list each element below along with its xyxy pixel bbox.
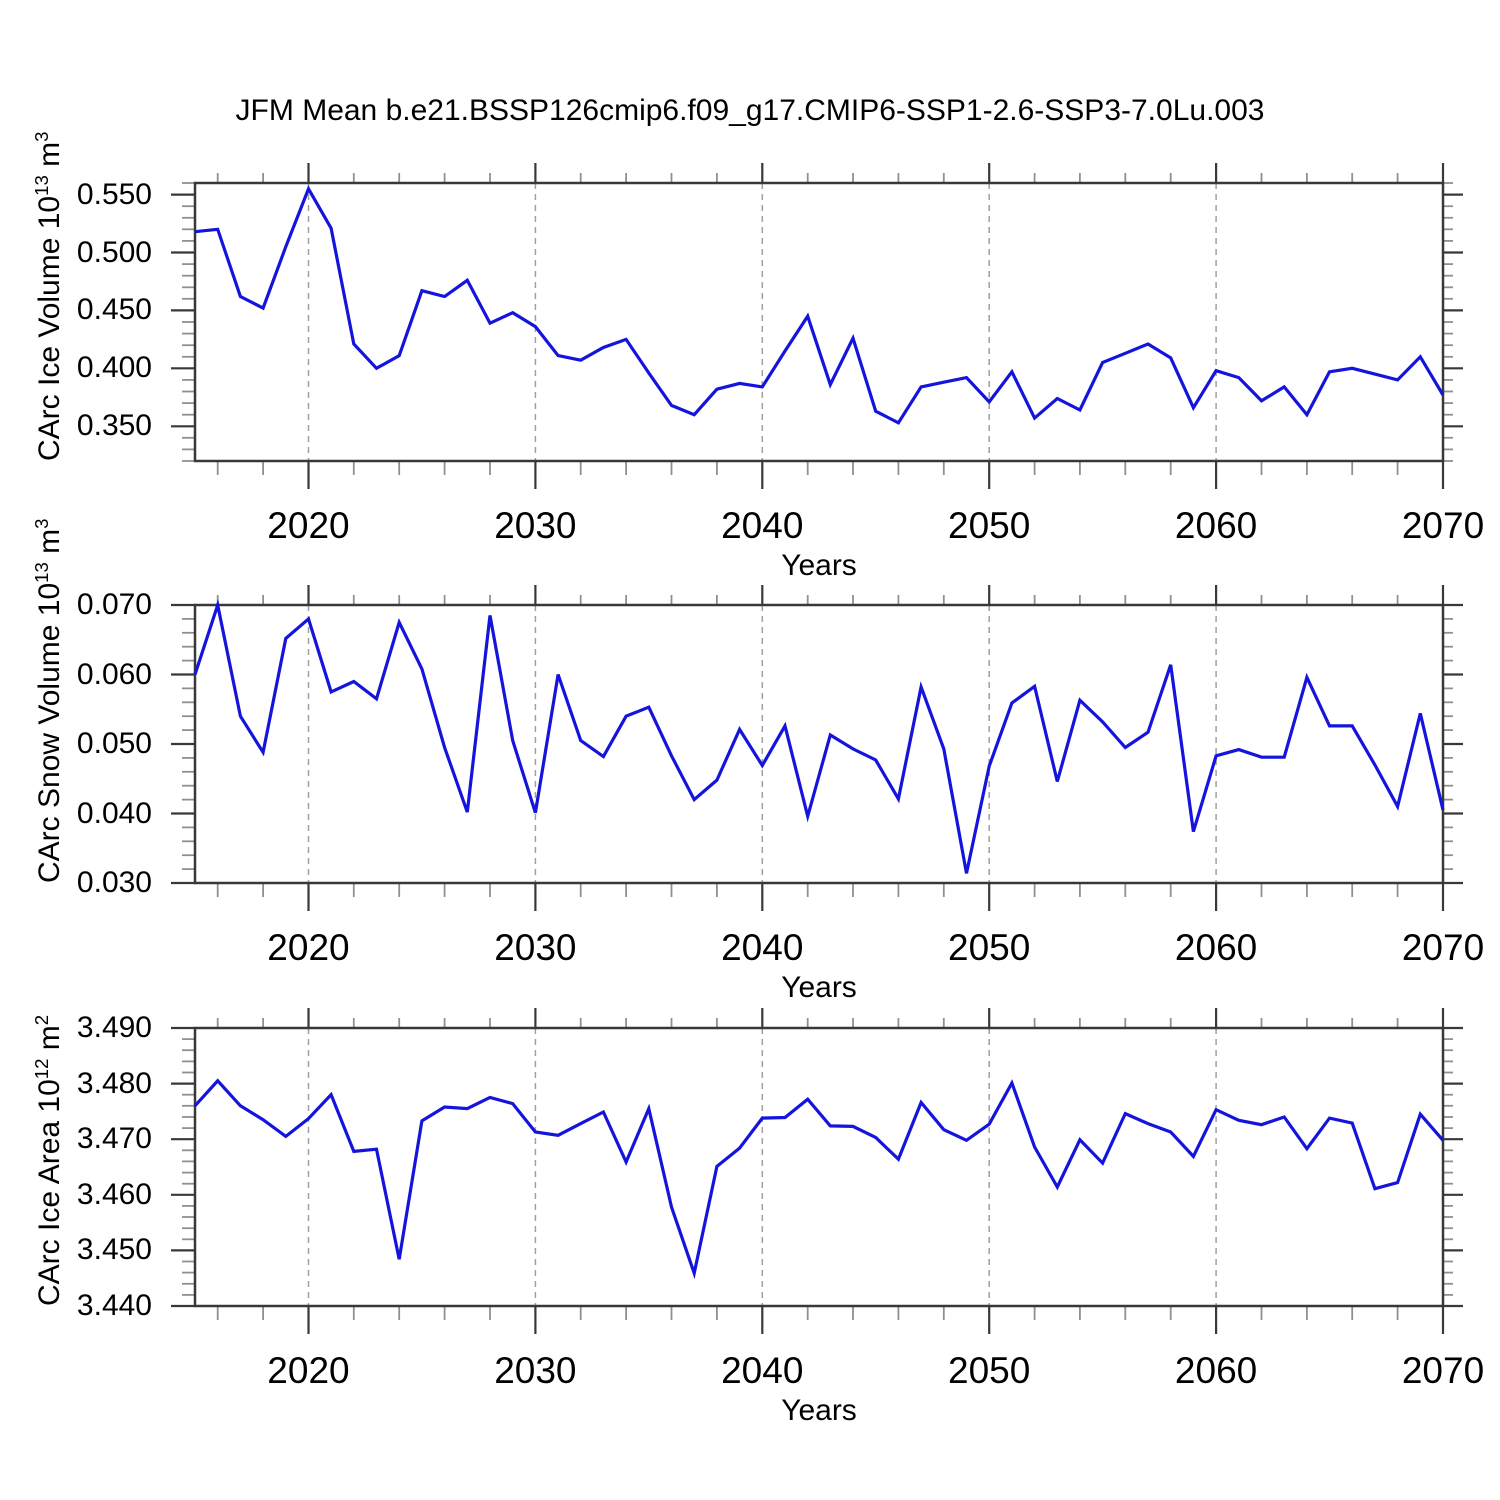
y-tick-label: 0.040 <box>76 796 152 830</box>
x-tick-label: 2050 <box>948 1350 1031 1391</box>
x-tick-label: 2020 <box>267 1350 350 1391</box>
x-tick-label: 2060 <box>1174 1350 1258 1391</box>
x-tick-label: 2060 <box>1174 927 1258 968</box>
y-tick-label: 3.450 <box>76 1233 152 1267</box>
x-tick-label: 2060 <box>1174 505 1258 546</box>
x-tick-label: 2020 <box>267 505 350 546</box>
x-tick-label: 2030 <box>494 1350 577 1391</box>
x-tick-label: 2040 <box>721 1350 804 1391</box>
y-tick-label: 0.500 <box>76 235 152 269</box>
y-tick-label: 0.350 <box>76 409 152 443</box>
x-tick-label: 2070 <box>1401 927 1485 968</box>
ice-area-plot <box>171 1008 1463 1334</box>
x-tick-label: 2070 <box>1401 505 1485 546</box>
x-tick-label: 2050 <box>948 927 1031 968</box>
ice-volume-plot <box>171 163 1463 489</box>
carc-ice-volume-10-series-line <box>194 185 1445 425</box>
x-tick-label: 2040 <box>721 505 804 546</box>
carc-ice-area-10-series-line <box>193 1078 1445 1280</box>
figure-title: JFM Mean b.e21.BSSP126cmip6.f09_g17.CMIP… <box>235 94 1265 127</box>
y-tick-label: 0.030 <box>76 866 152 899</box>
x-tick-label: 2050 <box>948 505 1031 546</box>
y-tick-label: 3.460 <box>76 1177 152 1211</box>
y-tick-label: 0.050 <box>76 727 152 760</box>
x-tick-label: 2020 <box>267 927 350 968</box>
y-tick-label: 3.470 <box>76 1122 152 1156</box>
x-tick-label: 2040 <box>721 927 804 968</box>
y-tick-label: 0.550 <box>76 177 152 211</box>
snow-volume-plot <box>171 585 1463 911</box>
plot-frame <box>193 181 1445 463</box>
plot-frame <box>193 603 1445 885</box>
x-axis-title: Years <box>781 549 857 582</box>
y-tick-label: 3.440 <box>76 1289 152 1322</box>
x-tick-label: 2030 <box>494 505 577 546</box>
y-tick-label: 0.060 <box>76 657 152 691</box>
y-tick-label: 3.480 <box>76 1066 152 1100</box>
x-axis-title: Years <box>781 1394 857 1427</box>
y-tick-label: 0.400 <box>76 351 152 385</box>
y-tick-label: 0.070 <box>76 588 152 621</box>
plot-frame <box>193 1026 1445 1308</box>
y-tick-label: 0.450 <box>76 293 152 327</box>
x-tick-label: 2030 <box>494 927 577 968</box>
carc-snow-volume-10-series-line <box>193 598 1445 874</box>
y-tick-label: 3.490 <box>76 1011 152 1044</box>
x-axis-title: Years <box>781 971 857 1004</box>
x-tick-label: 2070 <box>1401 1350 1485 1391</box>
